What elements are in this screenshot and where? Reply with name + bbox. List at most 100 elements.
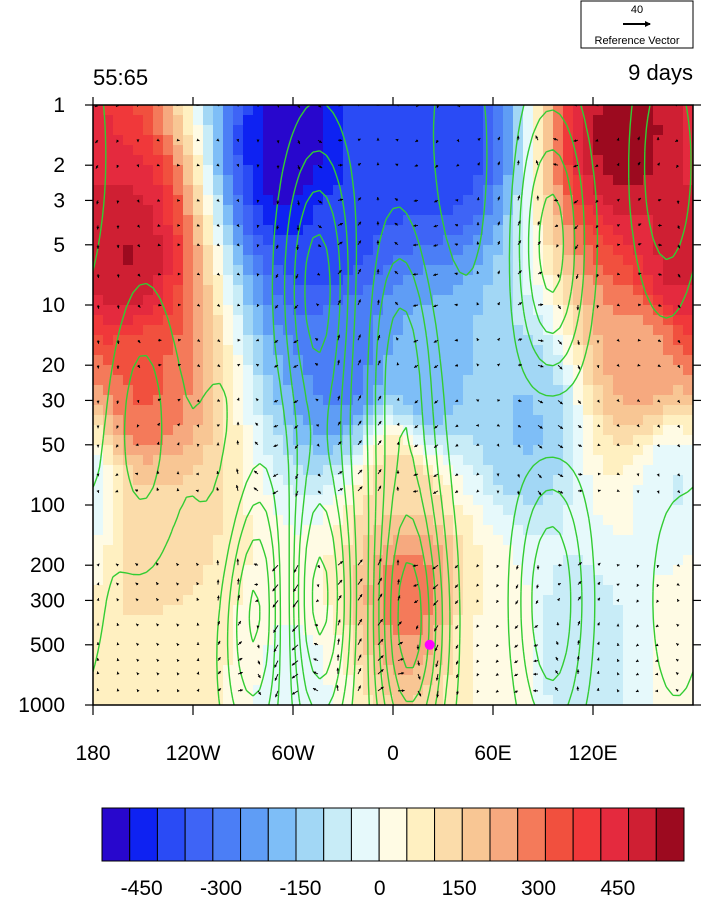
wind-vector-head — [595, 164, 599, 167]
field-cell — [663, 475, 674, 486]
wind-vector-head — [135, 598, 139, 602]
field-cell — [563, 665, 574, 676]
field-cell — [213, 365, 224, 376]
field-cell — [423, 415, 434, 426]
field-cell — [293, 295, 304, 306]
field-cell — [223, 265, 234, 276]
field-cell — [373, 345, 384, 356]
field-cell — [673, 245, 684, 256]
field-cell — [623, 375, 634, 386]
field-cell — [133, 585, 144, 596]
field-cell — [103, 595, 114, 606]
field-cell — [323, 125, 334, 136]
field-cell — [523, 605, 534, 616]
field-cell — [523, 195, 534, 206]
field-cell — [403, 495, 414, 506]
field-cell — [123, 465, 134, 476]
field-cell — [153, 575, 164, 586]
field-cell — [133, 435, 144, 446]
field-cell — [533, 105, 544, 116]
field-cell — [393, 695, 404, 705]
field-cell — [273, 285, 284, 296]
field-cell — [133, 295, 144, 306]
field-cell — [663, 415, 674, 426]
field-cell — [173, 565, 184, 576]
field-cell — [93, 375, 104, 386]
field-cell — [683, 475, 693, 486]
wind-vector-head — [556, 274, 560, 278]
field-cell — [493, 145, 504, 156]
wind-vector-head — [95, 165, 99, 169]
field-cell — [263, 395, 274, 406]
field-cell — [323, 505, 334, 516]
field-cell — [273, 555, 284, 566]
field-cell — [193, 695, 204, 705]
field-cell — [103, 315, 114, 326]
field-cell — [133, 475, 144, 486]
field-cell — [653, 405, 664, 416]
field-cell — [213, 275, 224, 286]
wind-vector-head — [636, 443, 639, 447]
field-cell — [393, 285, 404, 296]
wind-vector-head — [476, 222, 480, 225]
wind-vector-head — [540, 339, 544, 343]
field-cell — [143, 425, 154, 436]
field-cell — [553, 585, 564, 596]
field-cell — [433, 285, 444, 296]
field-cell — [503, 445, 514, 456]
field-cell — [273, 625, 284, 636]
field-cell — [163, 285, 174, 296]
field-cell — [443, 605, 454, 616]
field-cell — [193, 365, 204, 376]
field-cell — [403, 505, 414, 516]
wind-vector-head — [274, 649, 277, 652]
field-cell — [453, 215, 464, 226]
field-cell — [573, 275, 584, 286]
field-cell — [443, 405, 454, 416]
field-cell — [163, 365, 174, 376]
field-cell — [183, 635, 194, 646]
field-cell — [463, 585, 474, 596]
field-cell — [303, 165, 314, 176]
field-cell — [503, 645, 514, 656]
field-cell — [593, 225, 604, 236]
field-cell — [483, 225, 494, 236]
field-cell — [613, 545, 624, 556]
field-cell — [93, 295, 104, 306]
field-cell — [313, 105, 324, 116]
field-cell — [183, 455, 194, 466]
wind-vector-head — [318, 140, 322, 143]
field-cell — [603, 485, 614, 496]
field-cell — [423, 445, 434, 456]
field-cell — [563, 585, 574, 596]
field-cell — [393, 665, 404, 676]
field-cell — [613, 205, 624, 216]
field-cell — [463, 565, 474, 576]
field-cell — [353, 585, 364, 596]
wind-vector-head — [275, 694, 278, 698]
field-cell — [543, 175, 554, 186]
field-cell — [533, 525, 544, 536]
field-cell — [393, 525, 404, 536]
field-cell — [433, 615, 444, 626]
field-cell — [413, 565, 424, 576]
field-cell — [143, 185, 154, 196]
field-cell — [523, 435, 534, 446]
field-cell — [523, 555, 534, 566]
field-cell — [153, 595, 164, 606]
field-cell — [603, 145, 614, 156]
field-cell — [473, 325, 484, 336]
field-cell — [413, 435, 424, 446]
wind-vector-head — [578, 444, 582, 447]
field-cell — [313, 225, 324, 236]
field-cell — [583, 505, 594, 516]
wind-vector-head — [338, 270, 342, 273]
field-cell — [473, 275, 484, 286]
wind-vector-head — [196, 671, 200, 675]
field-cell — [593, 455, 604, 466]
field-cell — [563, 605, 574, 616]
field-cell — [623, 675, 634, 686]
field-cell — [403, 355, 414, 366]
field-cell — [433, 365, 444, 376]
wind-vector-head — [517, 101, 520, 104]
